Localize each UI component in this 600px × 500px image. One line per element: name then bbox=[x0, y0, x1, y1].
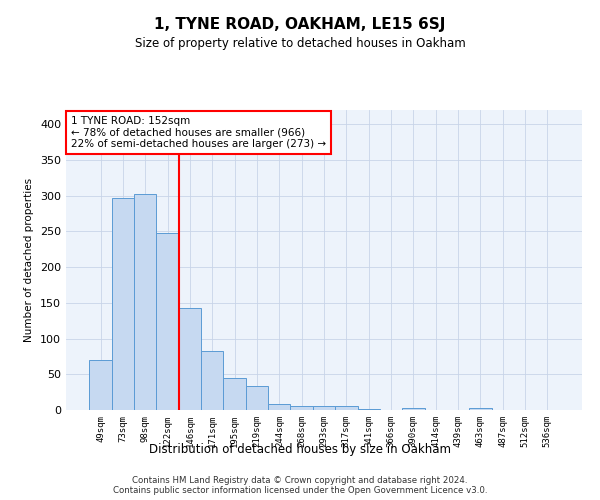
Bar bbox=[223, 378, 246, 410]
Text: 1 TYNE ROAD: 152sqm
← 78% of detached houses are smaller (966)
22% of semi-detac: 1 TYNE ROAD: 152sqm ← 78% of detached ho… bbox=[71, 116, 326, 149]
Bar bbox=[335, 406, 358, 410]
Bar bbox=[89, 360, 112, 410]
Bar bbox=[134, 194, 157, 410]
Bar bbox=[402, 408, 425, 410]
Bar bbox=[157, 233, 179, 410]
Text: Distribution of detached houses by size in Oakham: Distribution of detached houses by size … bbox=[149, 442, 451, 456]
Text: 1, TYNE ROAD, OAKHAM, LE15 6SJ: 1, TYNE ROAD, OAKHAM, LE15 6SJ bbox=[154, 18, 446, 32]
Bar bbox=[246, 386, 268, 410]
Bar bbox=[179, 308, 201, 410]
Text: Size of property relative to detached houses in Oakham: Size of property relative to detached ho… bbox=[134, 38, 466, 51]
Bar bbox=[313, 406, 335, 410]
Y-axis label: Number of detached properties: Number of detached properties bbox=[25, 178, 34, 342]
Bar bbox=[268, 404, 290, 410]
Bar bbox=[469, 408, 491, 410]
Bar bbox=[290, 406, 313, 410]
Bar bbox=[201, 352, 223, 410]
Bar bbox=[112, 198, 134, 410]
Text: Contains HM Land Registry data © Crown copyright and database right 2024.
Contai: Contains HM Land Registry data © Crown c… bbox=[113, 476, 487, 495]
